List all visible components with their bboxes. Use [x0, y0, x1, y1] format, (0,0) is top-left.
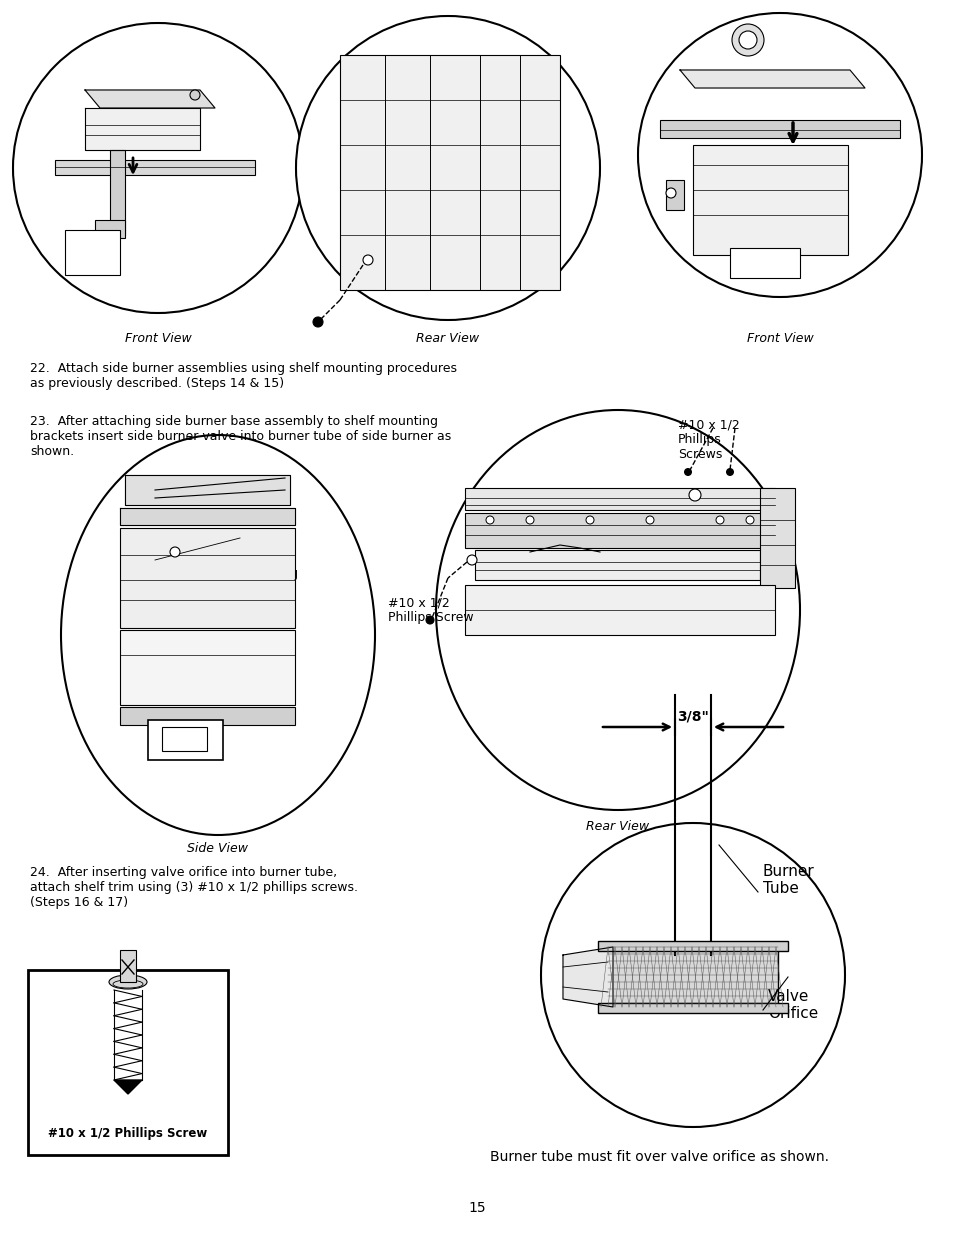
Circle shape: [313, 317, 323, 327]
Text: 24.  After inserting valve orifice into burner tube,
attach shelf trim using (3): 24. After inserting valve orifice into b…: [30, 866, 357, 909]
Text: 3/8": 3/8": [677, 710, 708, 724]
Circle shape: [665, 188, 676, 198]
Bar: [760, 488, 794, 588]
Polygon shape: [120, 508, 294, 525]
Bar: [692, 144, 847, 254]
Bar: [729, 248, 800, 278]
Text: J: J: [294, 571, 296, 580]
Circle shape: [485, 516, 494, 524]
Bar: [598, 941, 787, 951]
Text: #10 x 1/2
Phillips
Screws: #10 x 1/2 Phillips Screws: [678, 417, 739, 461]
Text: Side View: Side View: [188, 842, 248, 855]
Circle shape: [585, 516, 594, 524]
Bar: [55, 161, 254, 175]
Circle shape: [363, 254, 373, 266]
Text: #10 x 1/2
Phillips Screw: #10 x 1/2 Phillips Screw: [388, 597, 473, 624]
Text: Rear View: Rear View: [416, 332, 479, 345]
Bar: [598, 1003, 787, 1013]
Circle shape: [170, 547, 180, 557]
Circle shape: [716, 516, 723, 524]
Circle shape: [638, 14, 921, 296]
Bar: [120, 706, 294, 725]
Circle shape: [426, 616, 434, 624]
Circle shape: [725, 468, 733, 475]
Text: Valve
Orifice: Valve Orifice: [767, 989, 818, 1021]
Bar: [120, 630, 294, 705]
Circle shape: [739, 31, 757, 49]
Circle shape: [688, 489, 700, 501]
Text: #10 x 1/2 Phillips Screw: #10 x 1/2 Phillips Screw: [49, 1126, 208, 1140]
Text: 23.  After attaching side burner base assembly to shelf mounting
brackets insert: 23. After attaching side burner base ass…: [30, 415, 451, 458]
Circle shape: [295, 16, 599, 320]
Circle shape: [683, 468, 691, 475]
Circle shape: [540, 823, 844, 1128]
Bar: [28, 969, 228, 1155]
Polygon shape: [125, 475, 290, 505]
Text: Burner tube must fit over valve orifice as shown.: Burner tube must fit over valve orifice …: [490, 1150, 828, 1165]
Ellipse shape: [61, 435, 375, 835]
Text: Rear View: Rear View: [586, 820, 649, 832]
Circle shape: [467, 555, 476, 564]
Bar: [475, 550, 760, 580]
Text: Burner
Tube: Burner Tube: [762, 863, 814, 897]
Polygon shape: [679, 70, 864, 88]
Circle shape: [525, 516, 534, 524]
Polygon shape: [85, 90, 214, 107]
Polygon shape: [85, 107, 200, 149]
Bar: [607, 947, 778, 1007]
Circle shape: [190, 90, 200, 100]
Bar: [110, 149, 125, 235]
Circle shape: [13, 23, 303, 312]
Ellipse shape: [109, 974, 147, 989]
Bar: [339, 56, 559, 290]
Circle shape: [745, 516, 753, 524]
Polygon shape: [562, 947, 613, 1007]
Bar: [665, 180, 683, 210]
Bar: [120, 529, 294, 629]
Text: Front View: Front View: [125, 332, 192, 345]
Bar: [162, 727, 207, 751]
Polygon shape: [113, 1079, 142, 1094]
Text: 22.  Attach side burner assemblies using shelf mounting procedures
as previously: 22. Attach side burner assemblies using …: [30, 362, 456, 390]
Bar: [95, 220, 125, 238]
Bar: [464, 513, 774, 548]
Circle shape: [645, 516, 654, 524]
Text: Front View: Front View: [746, 332, 813, 345]
Circle shape: [731, 23, 763, 56]
Ellipse shape: [112, 981, 143, 988]
Bar: [65, 230, 120, 275]
Bar: [464, 585, 774, 635]
Bar: [464, 488, 774, 510]
Bar: [659, 120, 899, 138]
Text: 15: 15: [468, 1200, 485, 1215]
Ellipse shape: [436, 410, 800, 810]
Bar: [120, 950, 136, 982]
Bar: [148, 720, 223, 760]
